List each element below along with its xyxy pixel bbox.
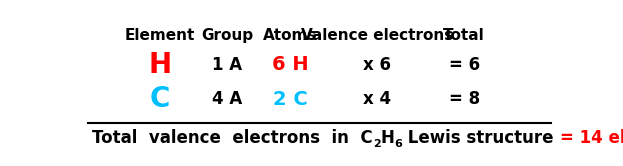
- Text: Atoms: Atoms: [263, 28, 318, 43]
- Text: Lewis structure: Lewis structure: [402, 128, 559, 147]
- Text: Element: Element: [125, 28, 195, 43]
- Text: Group: Group: [201, 28, 254, 43]
- Text: C: C: [150, 85, 170, 113]
- Text: = 14 electrons: = 14 electrons: [559, 128, 623, 147]
- Text: = 8: = 8: [449, 90, 480, 108]
- Text: x 4: x 4: [363, 90, 391, 108]
- Text: x 6: x 6: [363, 56, 391, 74]
- Text: Valence electrons: Valence electrons: [301, 28, 454, 43]
- Text: 6 H: 6 H: [272, 55, 308, 74]
- Text: H: H: [148, 51, 171, 79]
- Text: Total: Total: [443, 28, 485, 43]
- Text: 4 A: 4 A: [212, 90, 243, 108]
- Text: H: H: [381, 128, 394, 147]
- Text: = 6: = 6: [449, 56, 480, 74]
- Text: 1 A: 1 A: [212, 56, 242, 74]
- Text: 2: 2: [373, 139, 381, 149]
- Text: 6: 6: [394, 139, 402, 149]
- Text: Total  valence  electrons  in  C: Total valence electrons in C: [92, 128, 373, 147]
- Text: 2 C: 2 C: [273, 90, 308, 109]
